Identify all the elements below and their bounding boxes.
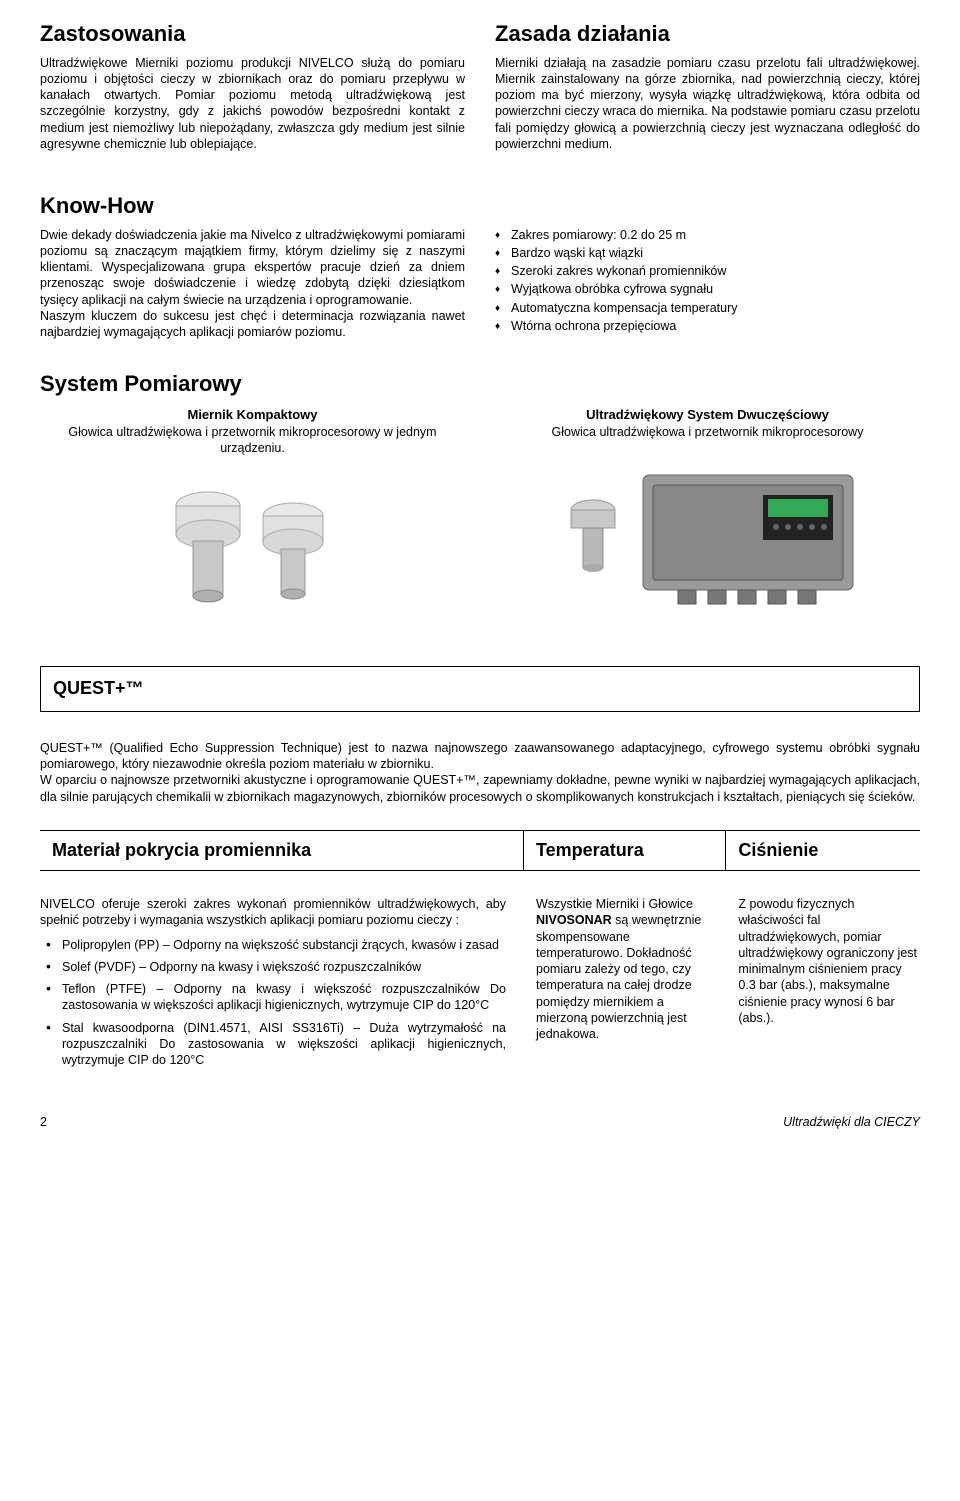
feature-item: Bardzo wąski kąt wiązki xyxy=(495,245,920,261)
quest-title: QUEST+™ xyxy=(53,677,907,700)
temp-title: Temperatura xyxy=(524,831,726,870)
mat-list: Polipropylen (PP) – Odporny na większość… xyxy=(40,937,506,1069)
two-part-system-image xyxy=(495,450,920,620)
system-right-sub: Ultradźwiękowy System Dwuczęściowy xyxy=(495,407,920,424)
mat-item: Teflon (PTFE) – Odporny na kwasy i więks… xyxy=(40,981,506,1014)
quest-body1: QUEST+™ (Qualified Echo Suppression Tech… xyxy=(40,740,920,773)
cis-body: Z powodu fizycznych właściwości fal ultr… xyxy=(726,896,920,1074)
zasada-body: Mierniki działają na zasadzie pomiaru cz… xyxy=(495,55,920,153)
mat-item: Stal kwasoodporna (DIN1.4571, AISI SS316… xyxy=(40,1020,506,1069)
knowhow-features: Zakres pomiarowy: 0.2 do 25 m Bardzo wąs… xyxy=(495,227,920,341)
system-left: Miernik Kompaktowy Głowica ultradźwiękow… xyxy=(40,407,465,636)
system-right-desc: Głowica ultradźwiękowa i przetwornik mik… xyxy=(495,424,920,440)
zasada-col: Zasada działania Mierniki działają na za… xyxy=(495,20,920,152)
temp-body: Wszystkie Mierniki i Głowice NIVOSONAR s… xyxy=(524,896,726,1074)
zastosowania-body: Ultradźwiękowe Mierniki poziomu produkcj… xyxy=(40,55,465,153)
knowhow-title: Know-How xyxy=(40,192,920,221)
mat-intro: NIVELCO oferuje szeroki zakres wykonań p… xyxy=(40,896,506,929)
footer: 2 Ultradźwięki dla CIECZY xyxy=(40,1114,920,1130)
feature-item: Wtórna ochrona przepięciowa xyxy=(495,318,920,334)
feature-item: Szeroki zakres wykonań promienników xyxy=(495,263,920,279)
zasada-title: Zasada działania xyxy=(495,20,920,49)
zastosowania-title: Zastosowania xyxy=(40,20,465,49)
zastosowania-col: Zastosowania Ultradźwiękowe Mierniki poz… xyxy=(40,20,465,152)
system-right: Ultradźwiękowy System Dwuczęściowy Głowi… xyxy=(495,407,920,636)
mat-title: Materiał pokrycia promiennika xyxy=(40,831,524,870)
feature-list: Zakres pomiarowy: 0.2 do 25 m Bardzo wąs… xyxy=(495,227,920,335)
feature-item: Automatyczna kompensacja temperatury xyxy=(495,300,920,316)
feature-item: Zakres pomiarowy: 0.2 do 25 m xyxy=(495,227,920,243)
top-section: Zastosowania Ultradźwiękowe Mierniki poz… xyxy=(40,20,920,152)
mat-body: NIVELCO oferuje szeroki zakres wykonań p… xyxy=(40,896,524,1074)
feature-item: Wyjątkowa obróbka cyfrowa sygnału xyxy=(495,281,920,297)
knowhow-body2: Naszym kluczem do sukcesu jest chęć i de… xyxy=(40,308,465,341)
system-section: Miernik Kompaktowy Głowica ultradźwiękow… xyxy=(40,407,920,636)
footer-right: Ultradźwięki dla CIECZY xyxy=(783,1114,920,1130)
page-number: 2 xyxy=(40,1114,47,1130)
mat-item: Solef (PVDF) – Odporny na kwasy i większ… xyxy=(40,959,506,975)
quest-body2: W oparciu o najnowsze przetworniki akust… xyxy=(40,772,920,805)
knowhow-body1: Dwie dekady doświadczenia jakie ma Nivel… xyxy=(40,227,465,308)
three-header: Materiał pokrycia promiennika Temperatur… xyxy=(40,830,920,871)
mat-item: Polipropylen (PP) – Odporny na większość… xyxy=(40,937,506,953)
system-left-sub: Miernik Kompaktowy xyxy=(40,407,465,424)
system-left-desc: Głowica ultradźwiękowa i przetwornik mik… xyxy=(40,424,465,457)
cis-text: Z powodu fizycznych właściwości fal ultr… xyxy=(738,896,920,1026)
quest-text: QUEST+™ (Qualified Echo Suppression Tech… xyxy=(40,740,920,805)
three-body: NIVELCO oferuje szeroki zakres wykonań p… xyxy=(40,896,920,1074)
quest-box: QUEST+™ xyxy=(40,666,920,711)
compact-meter-image xyxy=(40,466,465,636)
knowhow-text: Dwie dekady doświadczenia jakie ma Nivel… xyxy=(40,227,465,341)
knowhow-section: Dwie dekady doświadczenia jakie ma Nivel… xyxy=(40,227,920,341)
cis-title: Ciśnienie xyxy=(726,831,920,870)
system-title: System Pomiarowy xyxy=(40,370,920,399)
